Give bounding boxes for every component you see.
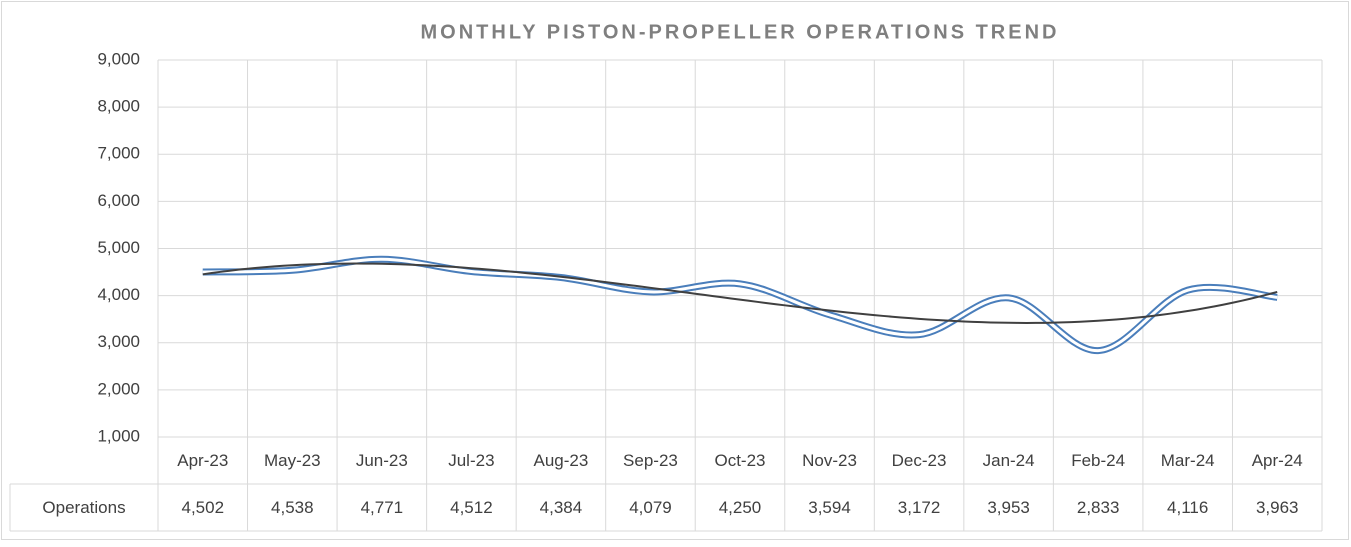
x-tick-label: Oct-23 [714, 451, 765, 470]
x-tick-label: Mar-24 [1161, 451, 1215, 470]
y-tick-label: 1,000 [97, 426, 140, 445]
table-value: 4,250 [719, 498, 762, 517]
table-series-name: Operations [42, 498, 125, 517]
table-value: 2,833 [1077, 498, 1120, 517]
y-tick-label: 7,000 [97, 144, 140, 163]
y-tick-label: 5,000 [97, 238, 140, 257]
y-tick-label: 6,000 [97, 191, 140, 210]
y-tick-label: 9,000 [97, 49, 140, 68]
x-tick-label: Jun-23 [356, 451, 408, 470]
x-tick-label: Jul-23 [448, 451, 494, 470]
x-tick-label: Apr-23 [177, 451, 228, 470]
x-tick-label: Jan-24 [983, 451, 1035, 470]
table-value: 4,538 [271, 498, 314, 517]
table-value: 4,502 [181, 498, 224, 517]
table-value: 3,594 [808, 498, 851, 517]
x-tick-label: Feb-24 [1071, 451, 1125, 470]
table-value: 3,953 [987, 498, 1030, 517]
x-tick-label: Nov-23 [802, 451, 857, 470]
table-value: 4,079 [629, 498, 672, 517]
table-value: 4,384 [540, 498, 583, 517]
table-value: 3,963 [1256, 498, 1299, 517]
y-tick-label: 3,000 [97, 332, 140, 351]
y-tick-label: 8,000 [97, 97, 140, 116]
y-tick-label: 4,000 [97, 285, 140, 304]
y-tick-label: 2,000 [97, 379, 140, 398]
table-value: 3,172 [898, 498, 941, 517]
table-value: 4,116 [1167, 498, 1208, 517]
chart-title: MONTHLY PISTON-PROPELLER OPERATIONS TREN… [421, 21, 1060, 43]
series-line-inner [202, 257, 1278, 353]
x-tick-label: Aug-23 [534, 451, 589, 470]
x-tick-label: Dec-23 [892, 451, 947, 470]
trendline [202, 262, 1278, 324]
x-tick-label: Apr-24 [1252, 451, 1303, 470]
table-value: 4,512 [450, 498, 493, 517]
x-tick-label: Sep-23 [623, 451, 678, 470]
table-value: 4,771 [361, 498, 404, 517]
x-tick-label: May-23 [264, 451, 321, 470]
